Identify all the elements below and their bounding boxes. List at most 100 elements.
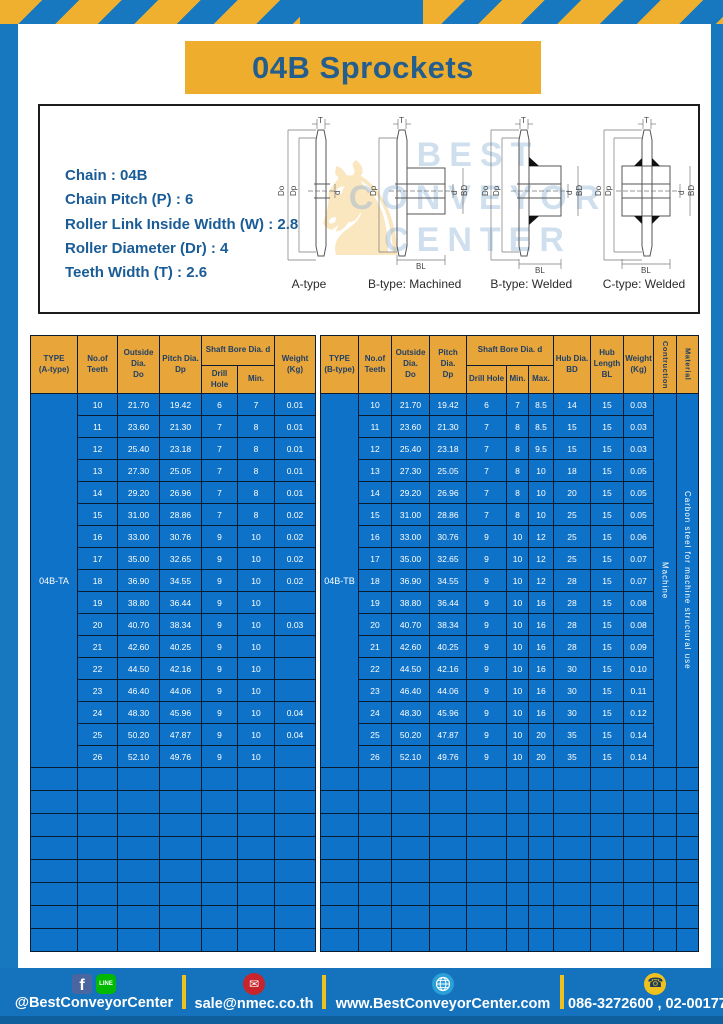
table-cell: 7: [466, 459, 507, 482]
spec-line: Teeth Width (T) : 2.6: [65, 264, 208, 282]
table-cell: 0.14: [623, 723, 654, 746]
table-cell: 7: [201, 415, 238, 438]
table-cell: 29.20: [391, 481, 430, 504]
empty-cell: [201, 836, 238, 860]
empty-cell: [320, 813, 359, 837]
empty-cell: [553, 882, 591, 906]
contact-footer: f LINE @BestConveyorCenter ✉ sale@nmec.c…: [0, 968, 723, 1016]
empty-cell: [77, 813, 118, 837]
table-cell: 31.00: [117, 503, 160, 526]
table-cell: 0.03: [274, 613, 317, 636]
table-cell: 7: [236, 393, 276, 416]
empty-cell: [391, 790, 430, 814]
table-cell: 10: [506, 613, 529, 636]
table-cell: 42.16: [429, 657, 467, 680]
dim-label-do: Do: [594, 185, 603, 196]
empty-cell: [77, 905, 118, 929]
table-cell: 25: [553, 503, 591, 526]
table-cell: 10: [236, 657, 276, 680]
empty-cell: [77, 928, 118, 952]
diagram-b-type-machined: T Dp d BD BL B-type: Machined: [359, 116, 471, 291]
empty-cell: [623, 813, 654, 837]
table-cell: 0.10: [623, 657, 654, 680]
table-cell: 9: [201, 657, 238, 680]
table-cell: 22: [77, 657, 118, 680]
table-cell: 38.80: [117, 591, 160, 614]
table-cell: 36.44: [429, 591, 467, 614]
table-cell: 23.18: [159, 437, 202, 460]
empty-cell: [391, 905, 430, 929]
table-cell: 25: [553, 525, 591, 548]
empty-cell: [391, 767, 430, 791]
table-cell: 11: [77, 415, 118, 438]
table-cell: 0.07: [623, 569, 654, 592]
table-cell: 14: [358, 481, 392, 504]
table-cell: 9: [201, 723, 238, 746]
spec-line: Chain Pitch (P) : 6: [65, 191, 194, 209]
table-cell: 46.40: [391, 679, 430, 702]
table-cell: 30.76: [159, 525, 202, 548]
table-cell: 32.65: [159, 547, 202, 570]
table-cell: 30.76: [429, 525, 467, 548]
empty-cell: [117, 882, 160, 906]
empty-cell: [30, 790, 78, 814]
empty-cell: [653, 836, 677, 860]
knight-logo-watermark: ♞: [302, 134, 419, 286]
table-cell: 10: [236, 679, 276, 702]
column-header: Pitch Dia. Dp: [159, 335, 202, 394]
table-cell: 10: [236, 525, 276, 548]
table-cell: 0.08: [623, 591, 654, 614]
table-cell: 28.86: [429, 503, 467, 526]
table-cell: 11: [358, 415, 392, 438]
table-cell: 6: [201, 393, 238, 416]
table-cell: 9: [466, 591, 507, 614]
empty-cell: [590, 882, 624, 906]
table-cell: 9: [466, 547, 507, 570]
table-cell: 28: [553, 613, 591, 636]
table-cell: 10: [236, 701, 276, 724]
empty-table-row: [30, 859, 317, 883]
table-cell: 8: [236, 415, 276, 438]
merged-vertical-cell: Carbon steel for machine structural use: [676, 393, 699, 768]
table-cell: 46.40: [117, 679, 160, 702]
empty-cell: [653, 859, 677, 883]
table-cell: 10: [506, 657, 529, 680]
empty-cell: [506, 928, 529, 952]
table-cell: 20: [358, 613, 392, 636]
table-cell: 10: [236, 745, 276, 768]
footer-divider: [182, 975, 186, 1009]
empty-cell: [676, 836, 699, 860]
hazard-stripes-left: [0, 0, 300, 24]
empty-cell: [553, 790, 591, 814]
empty-cell: [653, 767, 677, 791]
table-cell: 10: [528, 503, 554, 526]
table-cell: 7: [466, 415, 507, 438]
table-cell: 15: [590, 393, 624, 416]
table-cell: 49.76: [159, 745, 202, 768]
empty-cell: [506, 882, 529, 906]
column-header: Hub Length BL: [590, 335, 624, 394]
empty-cell: [553, 767, 591, 791]
table-cell: 0.01: [274, 481, 317, 504]
table-row: 23 46.40 44.06 9 10: [31, 679, 317, 702]
table-cell: 35.00: [391, 547, 430, 570]
table-cell: 15: [590, 525, 624, 548]
table-cell: 0.04: [274, 723, 317, 746]
empty-cell: [274, 859, 317, 883]
table-cell: 9: [201, 547, 238, 570]
empty-cell: [528, 882, 554, 906]
table-cell: 7: [466, 437, 507, 460]
table-cell: 7: [466, 481, 507, 504]
empty-cell: [466, 813, 507, 837]
empty-table-row: [30, 882, 317, 906]
table-cell: 15: [590, 657, 624, 680]
table-cell: 47.87: [429, 723, 467, 746]
empty-cell: [528, 836, 554, 860]
empty-cell: [590, 836, 624, 860]
table-cell: 9: [466, 635, 507, 658]
footer-divider: [322, 975, 326, 1009]
empty-cell: [320, 905, 359, 929]
bottom-edge-strip: [0, 1016, 723, 1024]
table-cell: 35.00: [117, 547, 160, 570]
table-cell: 18: [77, 569, 118, 592]
